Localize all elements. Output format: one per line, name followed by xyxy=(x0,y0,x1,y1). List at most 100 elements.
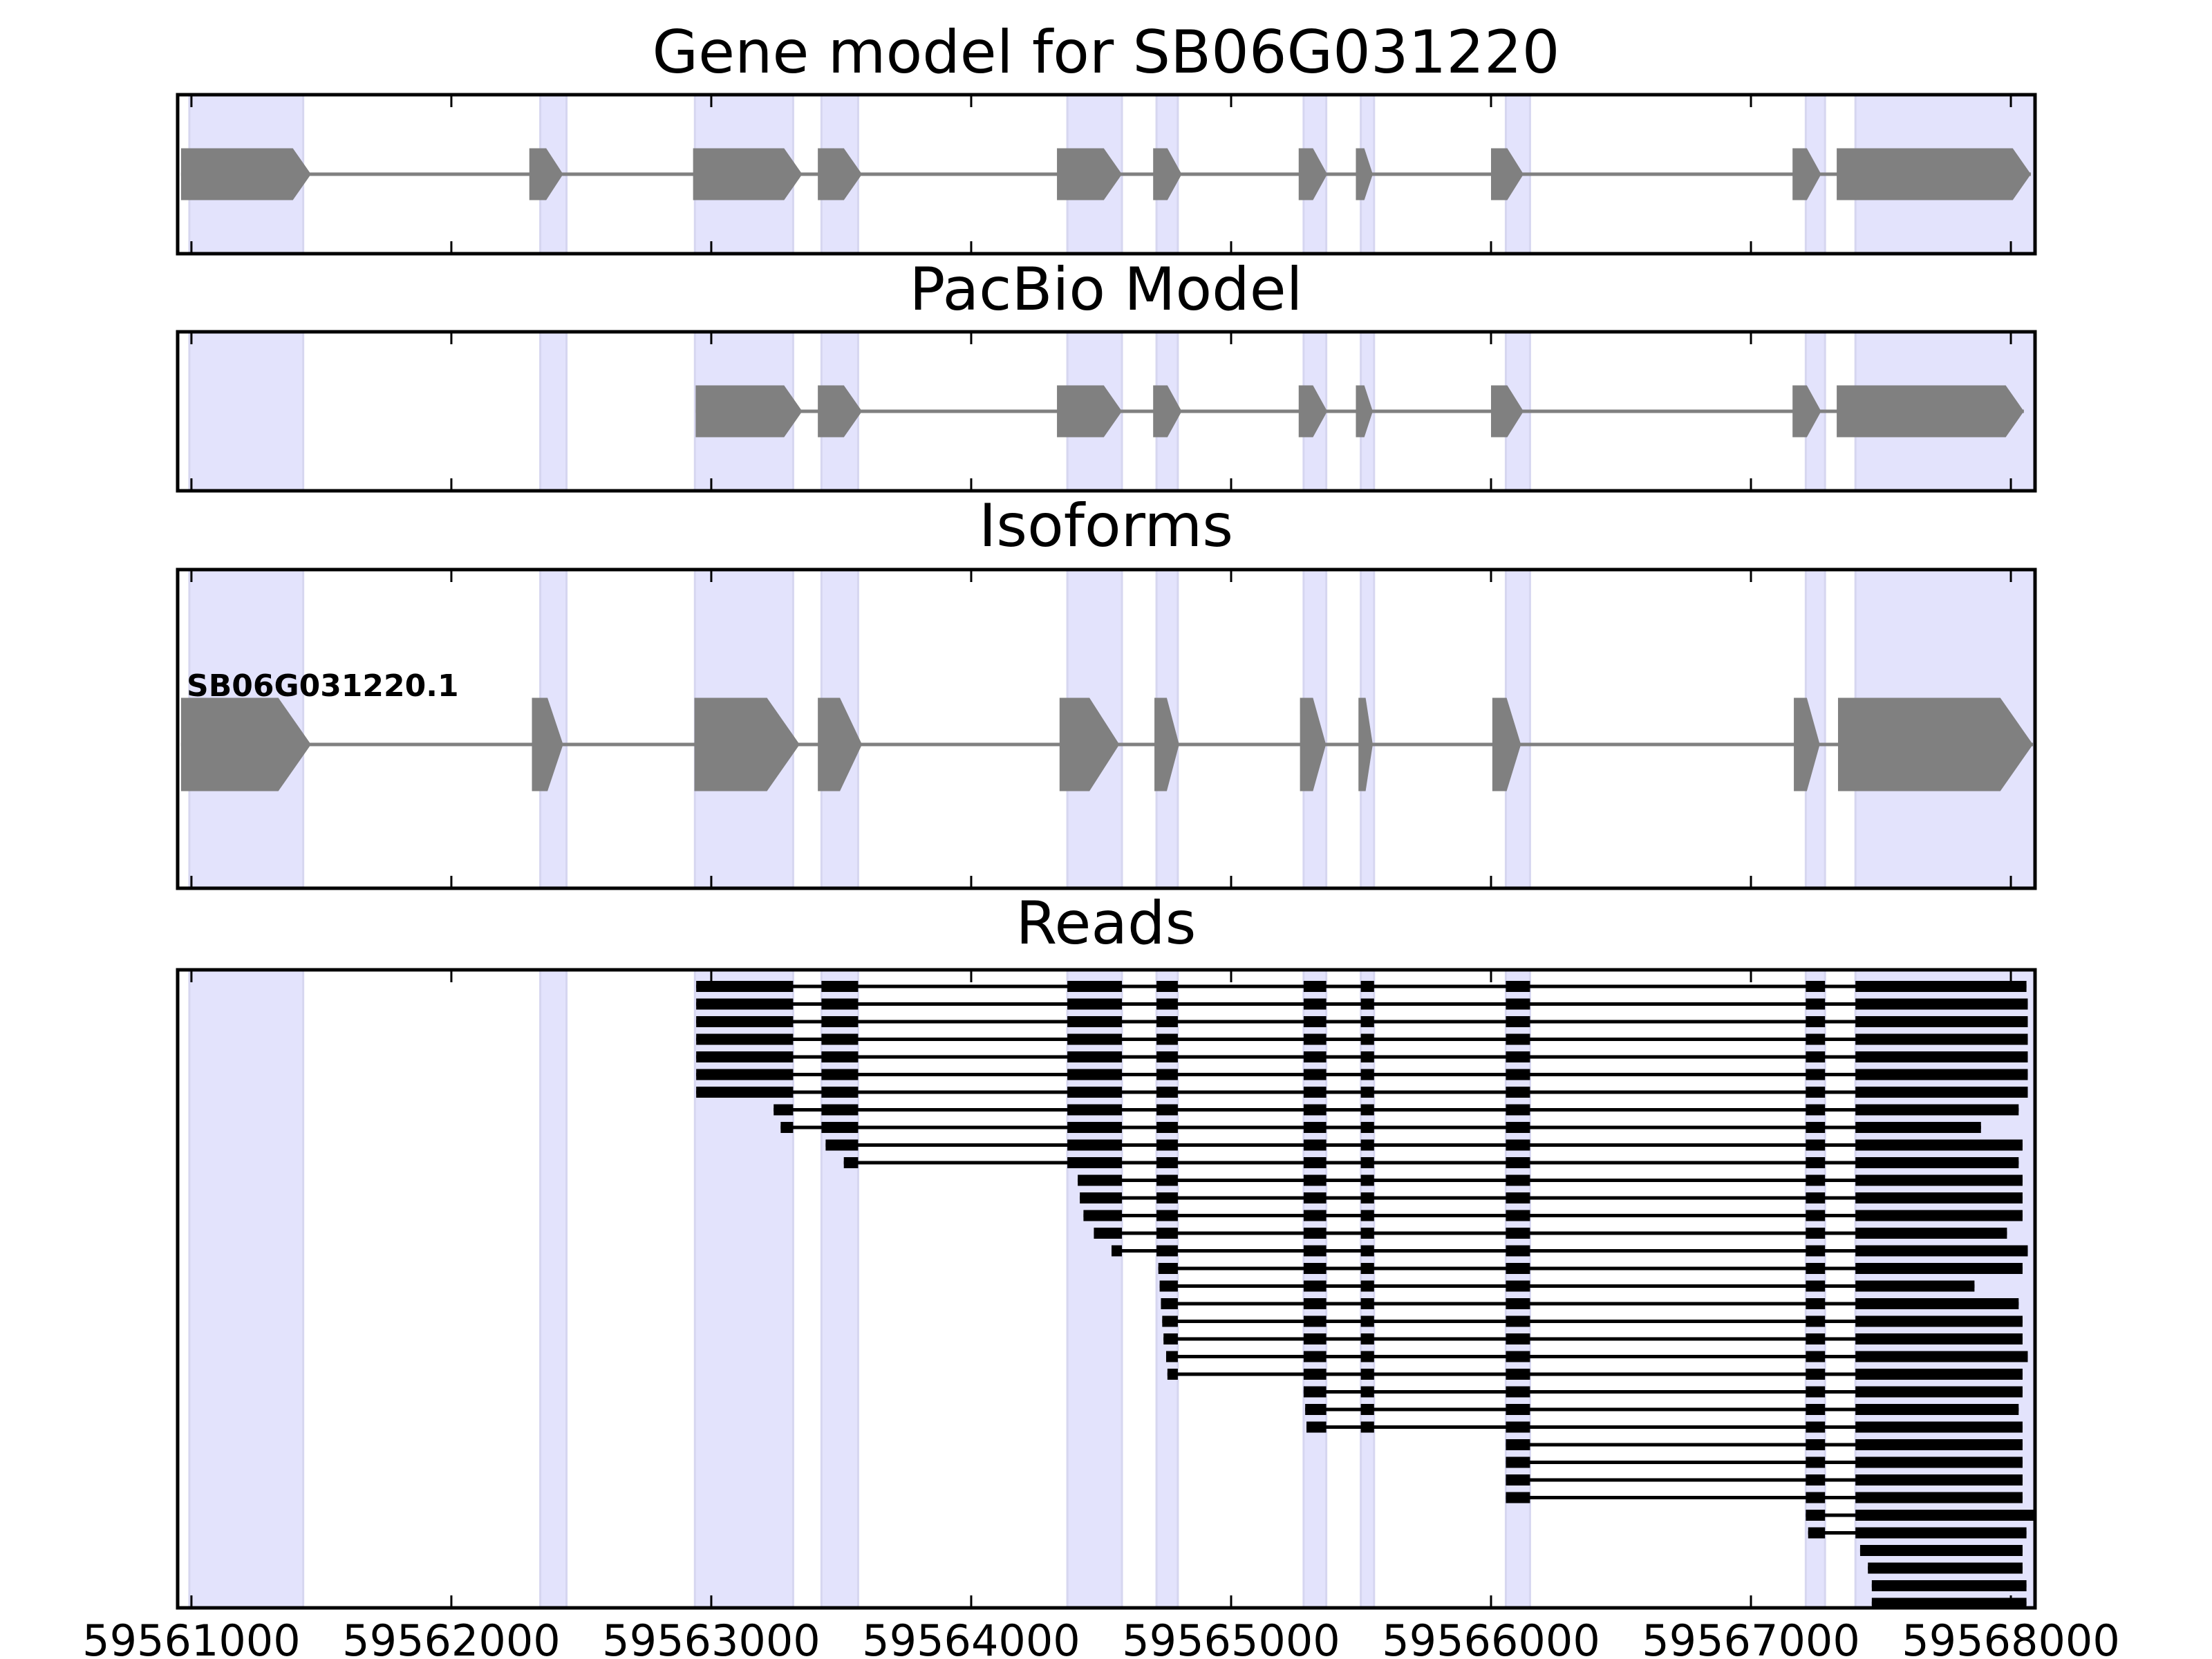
read-exon xyxy=(1806,1298,1826,1309)
read-row xyxy=(1506,1492,2023,1503)
read-exon xyxy=(1360,1386,1374,1398)
exon xyxy=(1298,148,1328,200)
panel-title-gene-model: Gene model for SB06G031220 xyxy=(653,18,1560,87)
read-exon xyxy=(1165,1351,1178,1362)
panel-frame xyxy=(176,330,2037,493)
x-tick-label: 59562000 xyxy=(342,1615,561,1659)
exon xyxy=(180,148,311,200)
x-tick-label: 59563000 xyxy=(602,1615,821,1659)
read-exon xyxy=(1506,1104,1530,1116)
exon-shade xyxy=(539,968,568,1609)
read-exon xyxy=(1806,1456,1826,1468)
read-exon xyxy=(1855,1351,2028,1362)
read-exon xyxy=(1360,1421,1374,1433)
read-row xyxy=(1078,1174,2023,1186)
exon xyxy=(1356,148,1373,200)
read-exon xyxy=(1360,1369,1374,1380)
read-exon xyxy=(1806,1051,1826,1062)
read-exon xyxy=(1303,1051,1327,1062)
read-exon xyxy=(1806,1421,1826,1433)
read-exon xyxy=(1303,1174,1327,1186)
read-exon xyxy=(1506,1087,1530,1098)
read-exon xyxy=(1156,1228,1178,1239)
read-row xyxy=(696,1051,2028,1062)
exon xyxy=(1492,697,1521,791)
read-exon xyxy=(1855,1033,2028,1045)
read-exon xyxy=(1855,1456,2023,1468)
read-exon xyxy=(1855,1280,1975,1292)
read-row xyxy=(1162,1315,2023,1327)
read-exon xyxy=(1806,1174,1826,1186)
read-exon xyxy=(1360,1157,1374,1168)
read-exon xyxy=(1855,1474,2023,1485)
read-row xyxy=(1506,1456,2023,1468)
read-exon xyxy=(1506,981,1530,992)
read-exon xyxy=(1303,1139,1327,1151)
read-exon xyxy=(1360,1280,1374,1292)
read-exon xyxy=(1855,1404,2019,1415)
read-exon xyxy=(1156,1122,1178,1133)
read-exon xyxy=(1806,1369,1826,1380)
read-exon xyxy=(1167,1369,1178,1380)
read-exon xyxy=(780,1122,794,1133)
read-exon xyxy=(1360,1298,1374,1309)
panel-title-isoforms: Isoforms xyxy=(979,491,1233,561)
read-exon xyxy=(1506,1210,1530,1221)
read-exon xyxy=(1306,1421,1327,1433)
exon-shade xyxy=(693,968,794,1609)
read-exon xyxy=(696,1051,794,1062)
panel-pacbio-model xyxy=(176,330,2037,493)
read-row xyxy=(1303,1386,2023,1398)
read-row xyxy=(1305,1404,2019,1415)
read-row xyxy=(1083,1210,2023,1221)
read-exon xyxy=(821,998,859,1010)
read-exon xyxy=(1156,1245,1178,1257)
read-exon xyxy=(1855,1157,2019,1168)
read-exon xyxy=(821,1104,859,1116)
read-row xyxy=(825,1139,2023,1151)
read-row xyxy=(1159,1280,1975,1292)
exon xyxy=(1491,148,1524,200)
read-exon xyxy=(1806,1351,1826,1362)
read-exon xyxy=(1806,1122,1826,1133)
panel-frame xyxy=(176,968,2037,1610)
exon-shade xyxy=(539,330,568,492)
read-exon xyxy=(1360,1245,1374,1257)
exon xyxy=(695,385,803,438)
read-exon xyxy=(1806,1404,1826,1415)
read-exon xyxy=(1855,1298,2019,1309)
read-row xyxy=(1871,1597,2027,1609)
read-exon xyxy=(1506,1174,1530,1186)
read-exon xyxy=(1303,1122,1327,1133)
read-exon xyxy=(1855,1122,1981,1133)
read-exon xyxy=(1506,1404,1530,1415)
read-exon xyxy=(1163,1333,1178,1344)
read-exon xyxy=(825,1139,859,1151)
read-exon xyxy=(1806,1157,1826,1168)
panel-title-reads: Reads xyxy=(1016,889,1197,958)
exon xyxy=(532,697,563,791)
read-exon xyxy=(1360,1210,1374,1221)
read-exon xyxy=(1067,1104,1123,1116)
exon xyxy=(1057,385,1123,438)
read-exon xyxy=(1303,1333,1327,1344)
exon-shade xyxy=(1066,968,1123,1609)
read-exon xyxy=(1303,1210,1327,1221)
read-exon xyxy=(1303,1016,1327,1027)
read-exon xyxy=(1855,1016,2028,1027)
read-exon xyxy=(1303,998,1327,1010)
read-exon xyxy=(1855,1210,2023,1221)
read-exon xyxy=(1506,1245,1530,1257)
read-exon xyxy=(1360,1033,1374,1045)
read-exon xyxy=(1806,1386,1826,1398)
read-exon xyxy=(1360,1315,1374,1327)
exon xyxy=(1298,385,1328,438)
read-exon xyxy=(1303,1386,1327,1398)
read-exon xyxy=(821,1033,859,1045)
read-exon xyxy=(1806,1210,1826,1221)
read-row xyxy=(1806,1510,2034,1521)
read-exon xyxy=(1806,1439,1826,1450)
read-exon xyxy=(1506,1280,1530,1292)
exon xyxy=(1300,697,1327,791)
